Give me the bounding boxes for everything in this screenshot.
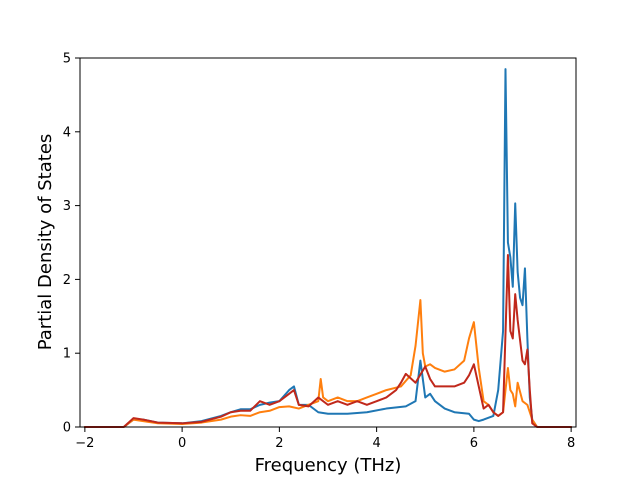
x-tick-label: 6	[470, 436, 478, 451]
series-line-2	[83, 299, 573, 428]
series-layer	[83, 68, 573, 428]
y-tick-label: 0	[63, 421, 71, 436]
series-line-1	[83, 68, 573, 428]
x-tick-label: −2	[75, 436, 94, 451]
y-axis-label: Partial Density of States	[35, 134, 56, 351]
x-tick-label: 2	[275, 436, 283, 451]
y-tick-label: 5	[63, 52, 71, 67]
series-line-3	[83, 254, 573, 428]
x-tick-label: 0	[178, 436, 186, 451]
y-tick-label: 4	[63, 125, 71, 140]
y-axis: 0 1 2 3 4 5	[63, 52, 80, 436]
y-tick-label: 3	[63, 199, 71, 214]
plot-frame	[79, 57, 577, 428]
x-tick-label: 4	[372, 436, 380, 451]
x-axis-label: Frequency (THz)	[255, 455, 402, 476]
x-tick-label: 8	[567, 436, 575, 451]
y-tick-label: 2	[63, 273, 71, 288]
y-tick-label: 1	[63, 347, 71, 362]
x-axis: −2 0 2 4 6 8	[75, 427, 575, 451]
